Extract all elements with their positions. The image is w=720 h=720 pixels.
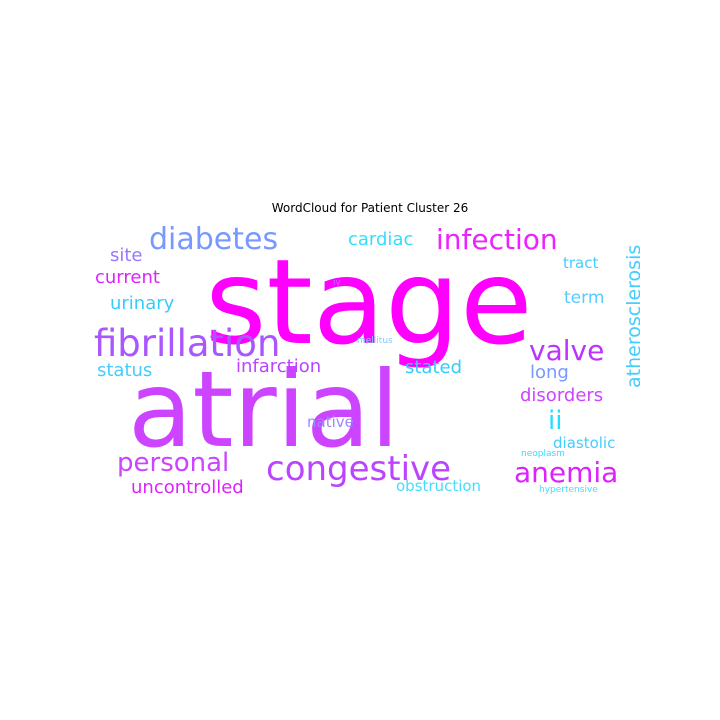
word-cardiac: cardiac	[348, 229, 413, 250]
word-personal: personal	[117, 448, 229, 478]
word-site: site	[110, 245, 143, 266]
word-native: native	[307, 413, 354, 431]
word-neoplasm: neoplasm	[521, 449, 565, 459]
word-iv: iv	[333, 278, 342, 288]
word-term: term	[564, 288, 604, 308]
word-uncontrolled: uncontrolled	[131, 477, 244, 498]
word-fibrillation: fibrillation	[94, 322, 280, 365]
word-valve: valve	[529, 334, 604, 367]
word-tract: tract	[563, 254, 598, 272]
word-mellitus: mellitus	[357, 336, 393, 346]
word-congestive: congestive	[266, 449, 451, 489]
word-ii: ii	[548, 406, 562, 436]
chart-title: WordCloud for Patient Cluster 26	[271, 201, 469, 215]
word-status: status	[97, 360, 152, 381]
word-long: long	[530, 362, 569, 383]
word-anemia: anemia	[514, 456, 618, 489]
word-cloud: stage atrial fibrillation congestive diabete…	[90, 217, 640, 501]
word-stage: stage	[205, 233, 533, 371]
word-diastolic: diastolic	[553, 434, 615, 452]
word-atherosclerosis: atherosclerosis	[623, 245, 640, 388]
word-disorders: disorders	[520, 385, 603, 406]
word-infarction: infarction	[236, 356, 321, 377]
word-infection: infection	[436, 223, 558, 256]
word-diabetes: diabetes	[149, 222, 278, 257]
word-current: current	[95, 267, 160, 288]
word-hypertensive: hypertensive	[539, 485, 598, 495]
word-obstruction: obstruction	[396, 477, 481, 495]
word-urinary: urinary	[110, 293, 175, 314]
word-stated: stated	[405, 357, 462, 378]
word-atrial: atrial	[128, 349, 399, 471]
